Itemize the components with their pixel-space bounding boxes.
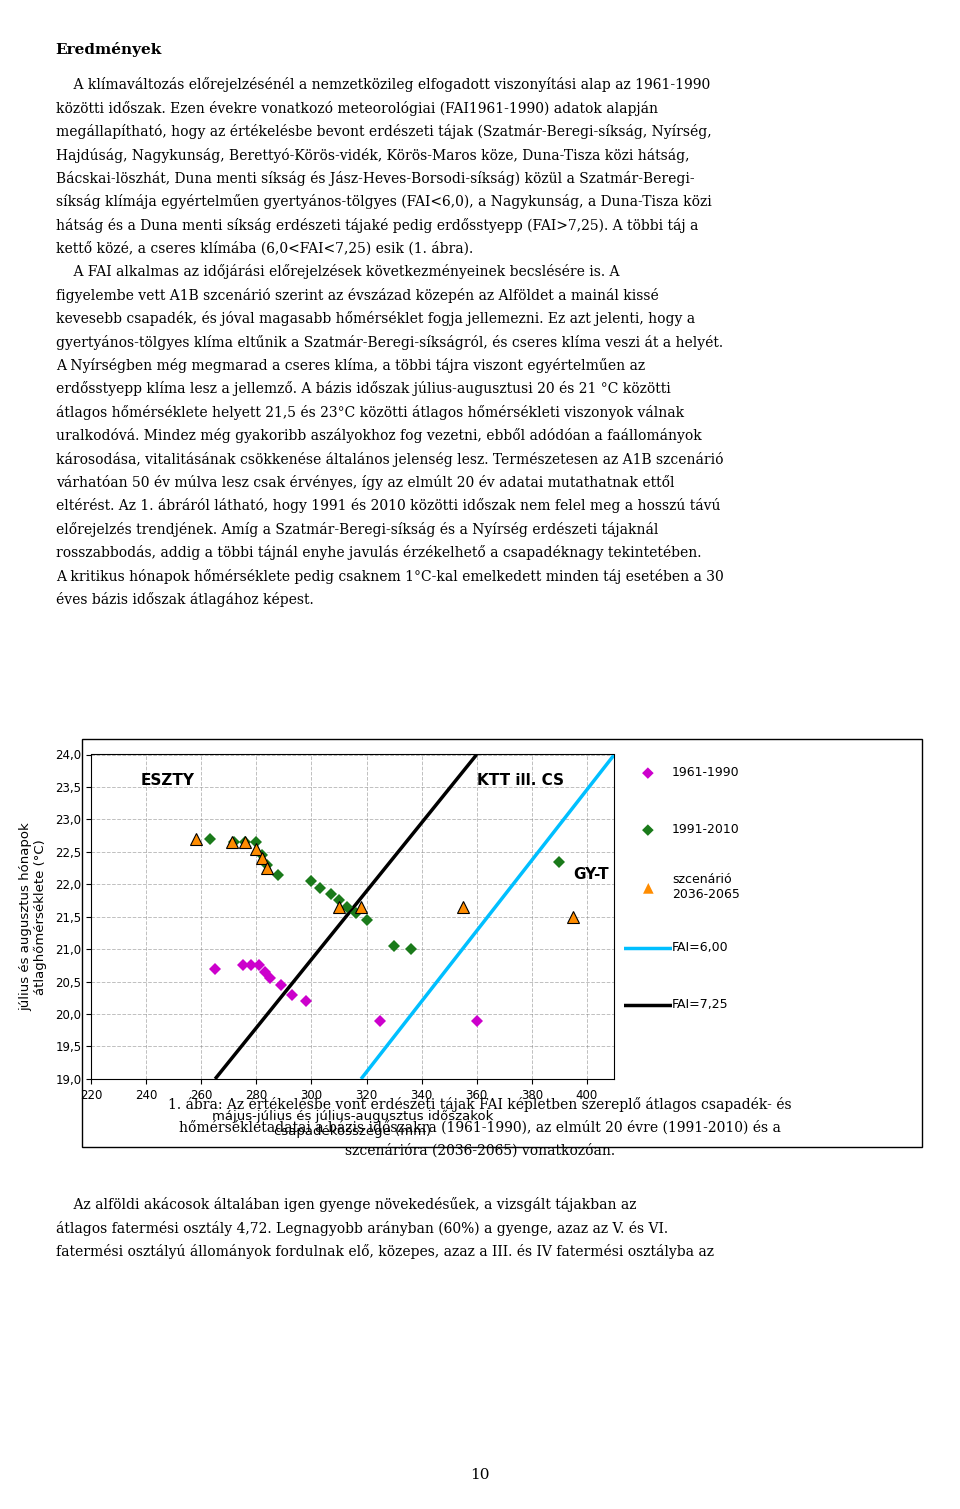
Text: Hajdúság, Nagykunság, Berettyó-Körös-vidék, Körös-Maros köze, Duna-Tisza közi há: Hajdúság, Nagykunság, Berettyó-Körös-vid… bbox=[56, 148, 689, 163]
Text: GY-T: GY-T bbox=[573, 868, 609, 883]
Text: ESZTY: ESZTY bbox=[141, 773, 195, 788]
Text: 1961-1990: 1961-1990 bbox=[672, 767, 739, 779]
Text: A FAI alkalmas az időjárási előrejelzések következményeinek becslésére is. A: A FAI alkalmas az időjárási előrejelzése… bbox=[56, 264, 619, 279]
Text: Bácskai-löszhát, Duna menti síkság és Jász-Heves-Borsodi-síkság) közül a Szatmár: Bácskai-löszhát, Duna menti síkság és Já… bbox=[56, 171, 694, 186]
Text: kevesebb csapadék, és jóval magasabb hőmérséklet fogja jellemezni. Ez azt jelent: kevesebb csapadék, és jóval magasabb hőm… bbox=[56, 311, 695, 326]
Text: Az alföldi akácosok általában igen gyenge növekedésűek, a vizsgált tájakban az: Az alföldi akácosok általában igen gyeng… bbox=[56, 1198, 636, 1212]
Text: erdősstyepp klíma lesz a jellemző. A bázis időszak július-augusztusi 20 és 21 °C: erdősstyepp klíma lesz a jellemző. A báz… bbox=[56, 382, 670, 397]
Text: ◆: ◆ bbox=[642, 765, 654, 780]
Text: 1. ábra: Az értékelésbe vont erdészeti tájak FAI képletben szereplő átlagos csap: 1. ábra: Az értékelésbe vont erdészeti t… bbox=[168, 1097, 792, 1112]
Text: síkság klímája egyértelműen gyertyános-tölgyes (FAI<6,0), a Nagykunság, a Duna-T: síkság klímája egyértelműen gyertyános-t… bbox=[56, 195, 711, 210]
Text: figyelembe vett A1B szcenárió szerint az évszázad közepén az Alföldet a mainál k: figyelembe vett A1B szcenárió szerint az… bbox=[56, 288, 659, 303]
Text: FAI=6,00: FAI=6,00 bbox=[672, 942, 729, 954]
Text: rosszabbodás, addig a többi tájnál enyhe javulás érzékelhető a csapadéknagy teki: rosszabbodás, addig a többi tájnál enyhe… bbox=[56, 545, 701, 560]
Text: megállapítható, hogy az értékelésbe bevont erdészeti tájak (Szatmár-Beregi-síksá: megállapítható, hogy az értékelésbe bevo… bbox=[56, 124, 711, 139]
Y-axis label: július és augusztus hónapok
átlaghőmérséklete (°C): július és augusztus hónapok átlaghőmérsé… bbox=[19, 822, 47, 1011]
Text: gyertyános-tölgyes klíma eltűnik a Szatmár-Beregi-síkságról, és cseres klíma ves: gyertyános-tölgyes klíma eltűnik a Szatm… bbox=[56, 335, 723, 350]
Text: 1991-2010: 1991-2010 bbox=[672, 824, 740, 836]
Text: hőmérsékletadatai a bázis időszakra (1961-1990), az elmúlt 20 évre (1991-2010) é: hőmérsékletadatai a bázis időszakra (196… bbox=[180, 1120, 780, 1135]
Text: éves bázis időszak átlagához képest.: éves bázis időszak átlagához képest. bbox=[56, 592, 313, 607]
X-axis label: május-július és július-augusztus időszakok
csapadékösszege (mm): május-július és július-augusztus időszak… bbox=[212, 1111, 493, 1138]
Text: Eredmények: Eredmények bbox=[56, 42, 162, 57]
Text: közötti időszak. Ezen évekre vonatkozó meteorológiai (FAI1961-1990) adatok alapj: közötti időszak. Ezen évekre vonatkozó m… bbox=[56, 101, 658, 116]
Text: kettő közé, a cseres klímába (6,0<FAI<7,25) esik (1. ábra).: kettő közé, a cseres klímába (6,0<FAI<7,… bbox=[56, 241, 473, 255]
Text: szcenárióra (2036-2065) vonatkozóan.: szcenárióra (2036-2065) vonatkozóan. bbox=[345, 1144, 615, 1157]
Text: uralkodóvá. Mindez még gyakoribb aszályokhoz fog vezetni, ebből adódóan a faállo: uralkodóvá. Mindez még gyakoribb aszályo… bbox=[56, 429, 702, 444]
Text: károsodása, vitalitásának csökkenése általános jelenség lesz. Természetesen az A: károsodása, vitalitásának csökkenése ált… bbox=[56, 451, 723, 466]
Text: előrejelzés trendjének. Amíg a Szatmár-Beregi-síkság és a Nyírség erdészeti tája: előrejelzés trendjének. Amíg a Szatmár-B… bbox=[56, 522, 658, 537]
Text: 10: 10 bbox=[470, 1468, 490, 1482]
Text: ▲: ▲ bbox=[642, 880, 654, 895]
Text: A kritikus hónapok hőmérséklete pedig csaknem 1°C-kal emelkedett minden táj eset: A kritikus hónapok hőmérséklete pedig cs… bbox=[56, 569, 724, 584]
Text: ◆: ◆ bbox=[642, 822, 654, 837]
Text: eltérést. Az 1. ábráról látható, hogy 1991 és 2010 közötti időszak nem felel meg: eltérést. Az 1. ábráról látható, hogy 19… bbox=[56, 498, 720, 513]
Text: hátság és a Duna menti síkság erdészeti tájaké pedig erdősstyepp (FAI>7,25). A t: hátság és a Duna menti síkság erdészeti … bbox=[56, 217, 698, 232]
Text: fatermési osztályú állományok fordulnak elő, közepes, azaz a III. és IV fatermés: fatermési osztályú állományok fordulnak … bbox=[56, 1243, 713, 1259]
Text: FAI=7,25: FAI=7,25 bbox=[672, 999, 729, 1011]
Text: A klímaváltozás előrejelzésénél a nemzetközileg elfogadott viszonyítási alap az : A klímaváltozás előrejelzésénél a nemzet… bbox=[56, 77, 710, 92]
Text: átlagos fatermési osztály 4,72. Legnagyobb arányban (60%) a gyenge, azaz az V. é: átlagos fatermési osztály 4,72. Legnagyo… bbox=[56, 1221, 668, 1236]
Text: szcenárió
2036-2065: szcenárió 2036-2065 bbox=[672, 874, 740, 901]
Text: várhatóan 50 év múlva lesz csak érvényes, így az elmúlt 20 év adatai mutathatnak: várhatóan 50 év múlva lesz csak érvényes… bbox=[56, 475, 674, 490]
Text: KTT ill. CS: KTT ill. CS bbox=[477, 773, 564, 788]
Text: átlagos hőmérséklete helyett 21,5 és 23°C közötti átlagos hőmérsékleti viszonyok: átlagos hőmérséklete helyett 21,5 és 23°… bbox=[56, 404, 684, 420]
Text: A Nyírségben még megmarad a cseres klíma, a többi tájra viszont egyértelműen az: A Nyírségben még megmarad a cseres klíma… bbox=[56, 358, 645, 373]
